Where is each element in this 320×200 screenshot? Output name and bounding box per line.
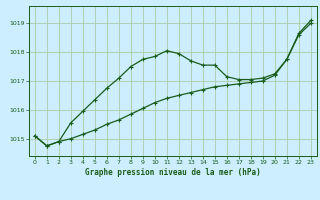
X-axis label: Graphe pression niveau de la mer (hPa): Graphe pression niveau de la mer (hPa) [85,168,261,177]
